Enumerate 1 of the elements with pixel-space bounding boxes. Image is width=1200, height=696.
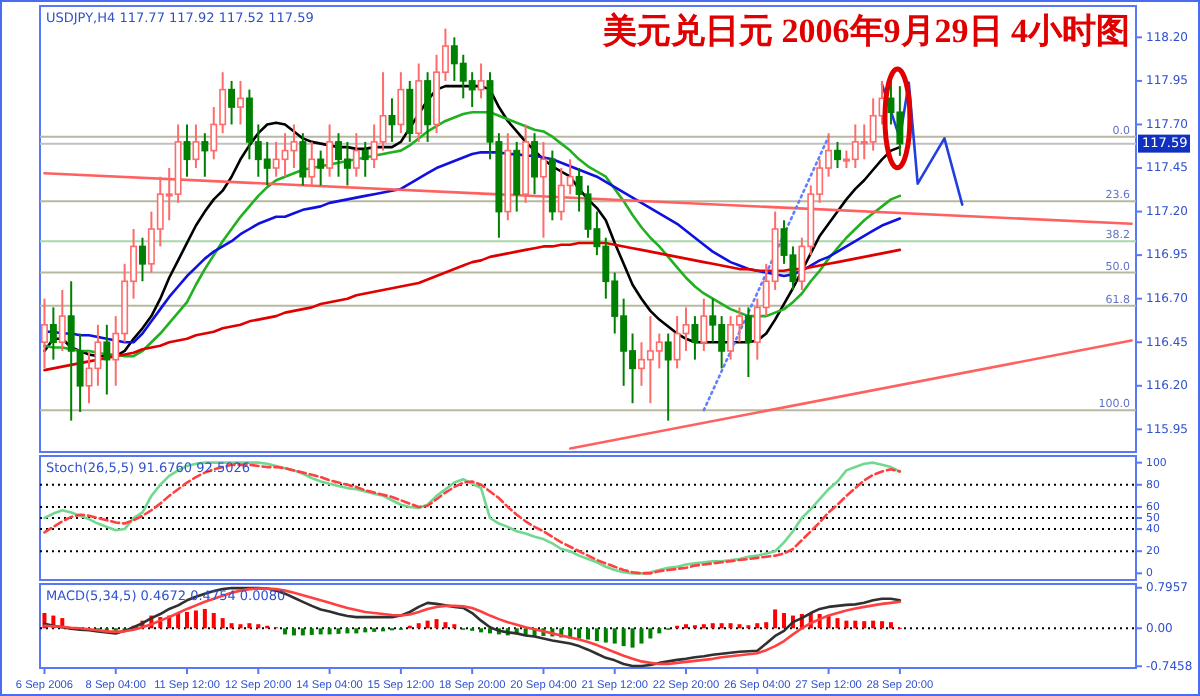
- chart-title: 美元兑日元 2006年9月29日 4小时图: [601, 12, 1130, 50]
